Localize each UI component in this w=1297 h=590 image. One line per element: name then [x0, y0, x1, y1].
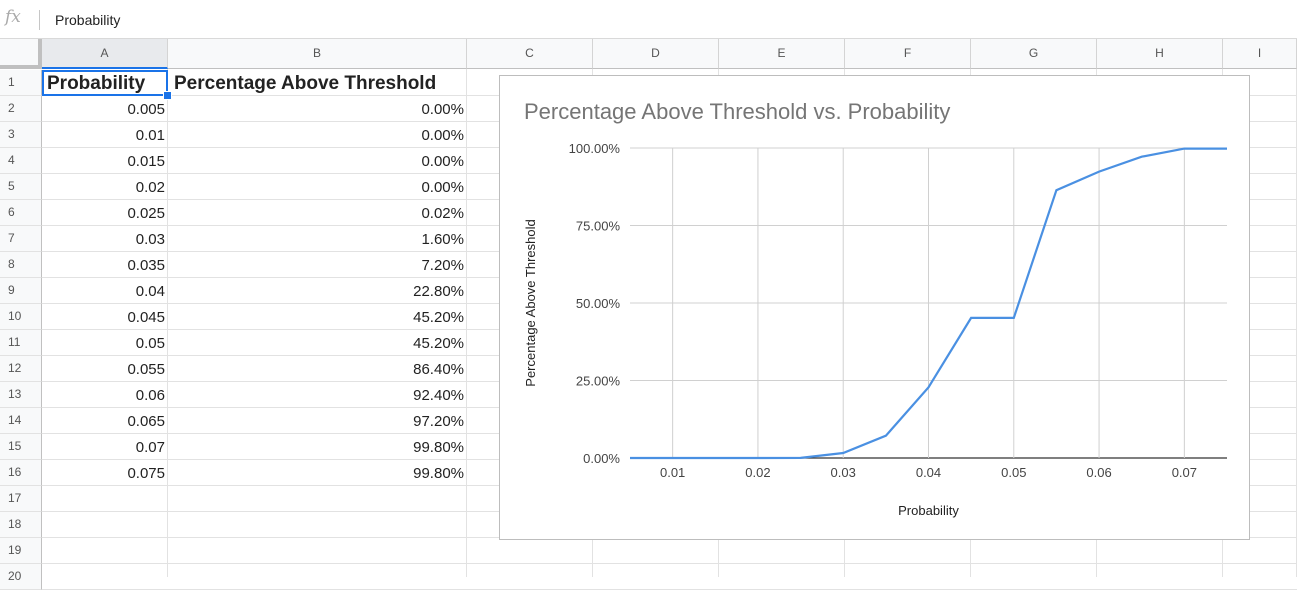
cell-b3[interactable]: 0.00%	[421, 127, 464, 144]
cell-b16[interactable]: 99.80%	[413, 465, 464, 482]
row-header-13[interactable]: 13	[0, 382, 42, 408]
cell-b2[interactable]: 0.00%	[421, 101, 464, 118]
row-header-19[interactable]: 19	[0, 538, 42, 564]
y-tick-label: 100.00%	[569, 141, 621, 156]
row-header-4[interactable]: 4	[0, 148, 42, 174]
cell-a12[interactable]: 0.055	[127, 361, 165, 378]
formula-input[interactable]: Probability	[55, 12, 121, 28]
row-header-3[interactable]: 3	[0, 122, 42, 148]
y-axis-label: Percentage Above Threshold	[523, 219, 538, 386]
row-header-7[interactable]: 7	[0, 226, 42, 252]
row-header-20[interactable]: 20	[0, 564, 42, 590]
column-header-g[interactable]: G	[971, 39, 1097, 69]
formula-bar: fx Probability	[0, 0, 1297, 39]
x-tick-label: 0.06	[1086, 465, 1111, 480]
cell-b14[interactable]: 97.20%	[413, 413, 464, 430]
row-header-1[interactable]: 1	[0, 70, 42, 96]
cell-b9[interactable]: 22.80%	[413, 283, 464, 300]
x-tick-label: 0.02	[745, 465, 770, 480]
cell-b15[interactable]: 99.80%	[413, 439, 464, 456]
cell-a7[interactable]: 0.03	[135, 231, 165, 248]
row-header-14[interactable]: 14	[0, 408, 42, 434]
cell-a13[interactable]: 0.06	[135, 387, 165, 404]
cell-b7[interactable]: 1.60%	[421, 231, 464, 248]
cell-a10[interactable]: 0.045	[127, 309, 165, 326]
row-header-9[interactable]: 9	[0, 278, 42, 304]
column-header-i[interactable]: I	[1223, 39, 1297, 69]
row-header-8[interactable]: 8	[0, 252, 42, 278]
row-header-15[interactable]: 15	[0, 434, 42, 460]
y-tick-label: 75.00%	[576, 219, 621, 234]
y-tick-label: 25.00%	[576, 374, 621, 389]
row-header-11[interactable]: 11	[0, 330, 42, 356]
cell-a9[interactable]: 0.04	[135, 283, 165, 300]
row-header-10[interactable]: 10	[0, 304, 42, 330]
x-tick-label: 0.04	[916, 465, 941, 480]
cell-b4[interactable]: 0.00%	[421, 153, 464, 170]
fill-handle[interactable]	[163, 91, 172, 100]
row-header-17[interactable]: 17	[0, 486, 42, 512]
column-header-c[interactable]: C	[467, 39, 593, 69]
series-line	[630, 147, 1227, 460]
cell-b11[interactable]: 45.20%	[413, 335, 464, 352]
row-gridline	[42, 563, 1297, 564]
cell-a8[interactable]: 0.035	[127, 257, 165, 274]
cell-a1[interactable]: Probability	[47, 73, 146, 94]
cell-b5[interactable]: 0.00%	[421, 179, 464, 196]
fx-icon: fx	[5, 7, 21, 27]
column-gridline	[167, 69, 168, 577]
selected-cell-outline	[42, 70, 168, 96]
row-header-5[interactable]: 5	[0, 174, 42, 200]
chart-title: Percentage Above Threshold vs. Probabili…	[524, 99, 950, 124]
column-gridline	[466, 69, 467, 577]
row-header-12[interactable]: 12	[0, 356, 42, 382]
column-header-e[interactable]: E	[719, 39, 845, 69]
cell-a5[interactable]: 0.02	[135, 179, 165, 196]
cell-b10[interactable]: 45.20%	[413, 309, 464, 326]
cell-a3[interactable]: 0.01	[135, 127, 165, 144]
cell-b6[interactable]: 0.02%	[421, 205, 464, 222]
cell-a2[interactable]: 0.005	[127, 101, 165, 118]
x-tick-label: 0.05	[1001, 465, 1026, 480]
chart-svg: Percentage Above Threshold vs. Probabili…	[523, 99, 1227, 518]
row-header-6[interactable]: 6	[0, 200, 42, 226]
row-header-18[interactable]: 18	[0, 512, 42, 538]
cell-b1[interactable]: Percentage Above Threshold	[174, 73, 437, 94]
cell-a6[interactable]: 0.025	[127, 205, 165, 222]
cell-b12[interactable]: 86.40%	[413, 361, 464, 378]
y-tick-labels: 0.00% 25.00% 50.00% 75.00% 100.00%	[569, 141, 621, 466]
select-all-corner[interactable]	[0, 39, 42, 69]
row-header-2[interactable]: 2	[0, 96, 42, 122]
x-tick-label: 0.07	[1172, 465, 1197, 480]
x-tick-label: 0.03	[831, 465, 856, 480]
column-header-b[interactable]: B	[168, 39, 467, 69]
column-header-f[interactable]: F	[845, 39, 971, 69]
y-tick-label: 0.00%	[583, 451, 620, 466]
y-tick-label: 50.00%	[576, 296, 621, 311]
column-header-h[interactable]: H	[1097, 39, 1223, 69]
row-header-16[interactable]: 16	[0, 460, 42, 486]
formula-separator	[39, 10, 40, 30]
column-header-a[interactable]: A	[42, 39, 168, 69]
column-header-d[interactable]: D	[593, 39, 719, 69]
x-axis-label: Probability	[898, 503, 959, 518]
cell-a11[interactable]: 0.05	[135, 335, 165, 352]
cell-b8[interactable]: 7.20%	[421, 257, 464, 274]
cell-b13[interactable]: 92.40%	[413, 387, 464, 404]
cell-a16[interactable]: 0.075	[127, 465, 165, 482]
chart[interactable]: Percentage Above Threshold vs. Probabili…	[499, 75, 1250, 540]
cell-a15[interactable]: 0.07	[135, 439, 165, 456]
chart-grid	[630, 147, 1227, 459]
cell-a4[interactable]: 0.015	[127, 153, 165, 170]
x-tick-label: 0.01	[660, 465, 685, 480]
x-tick-labels: 0.01 0.02 0.03 0.04 0.05 0.06 0.07	[660, 465, 1197, 480]
cell-a14[interactable]: 0.065	[127, 413, 165, 430]
